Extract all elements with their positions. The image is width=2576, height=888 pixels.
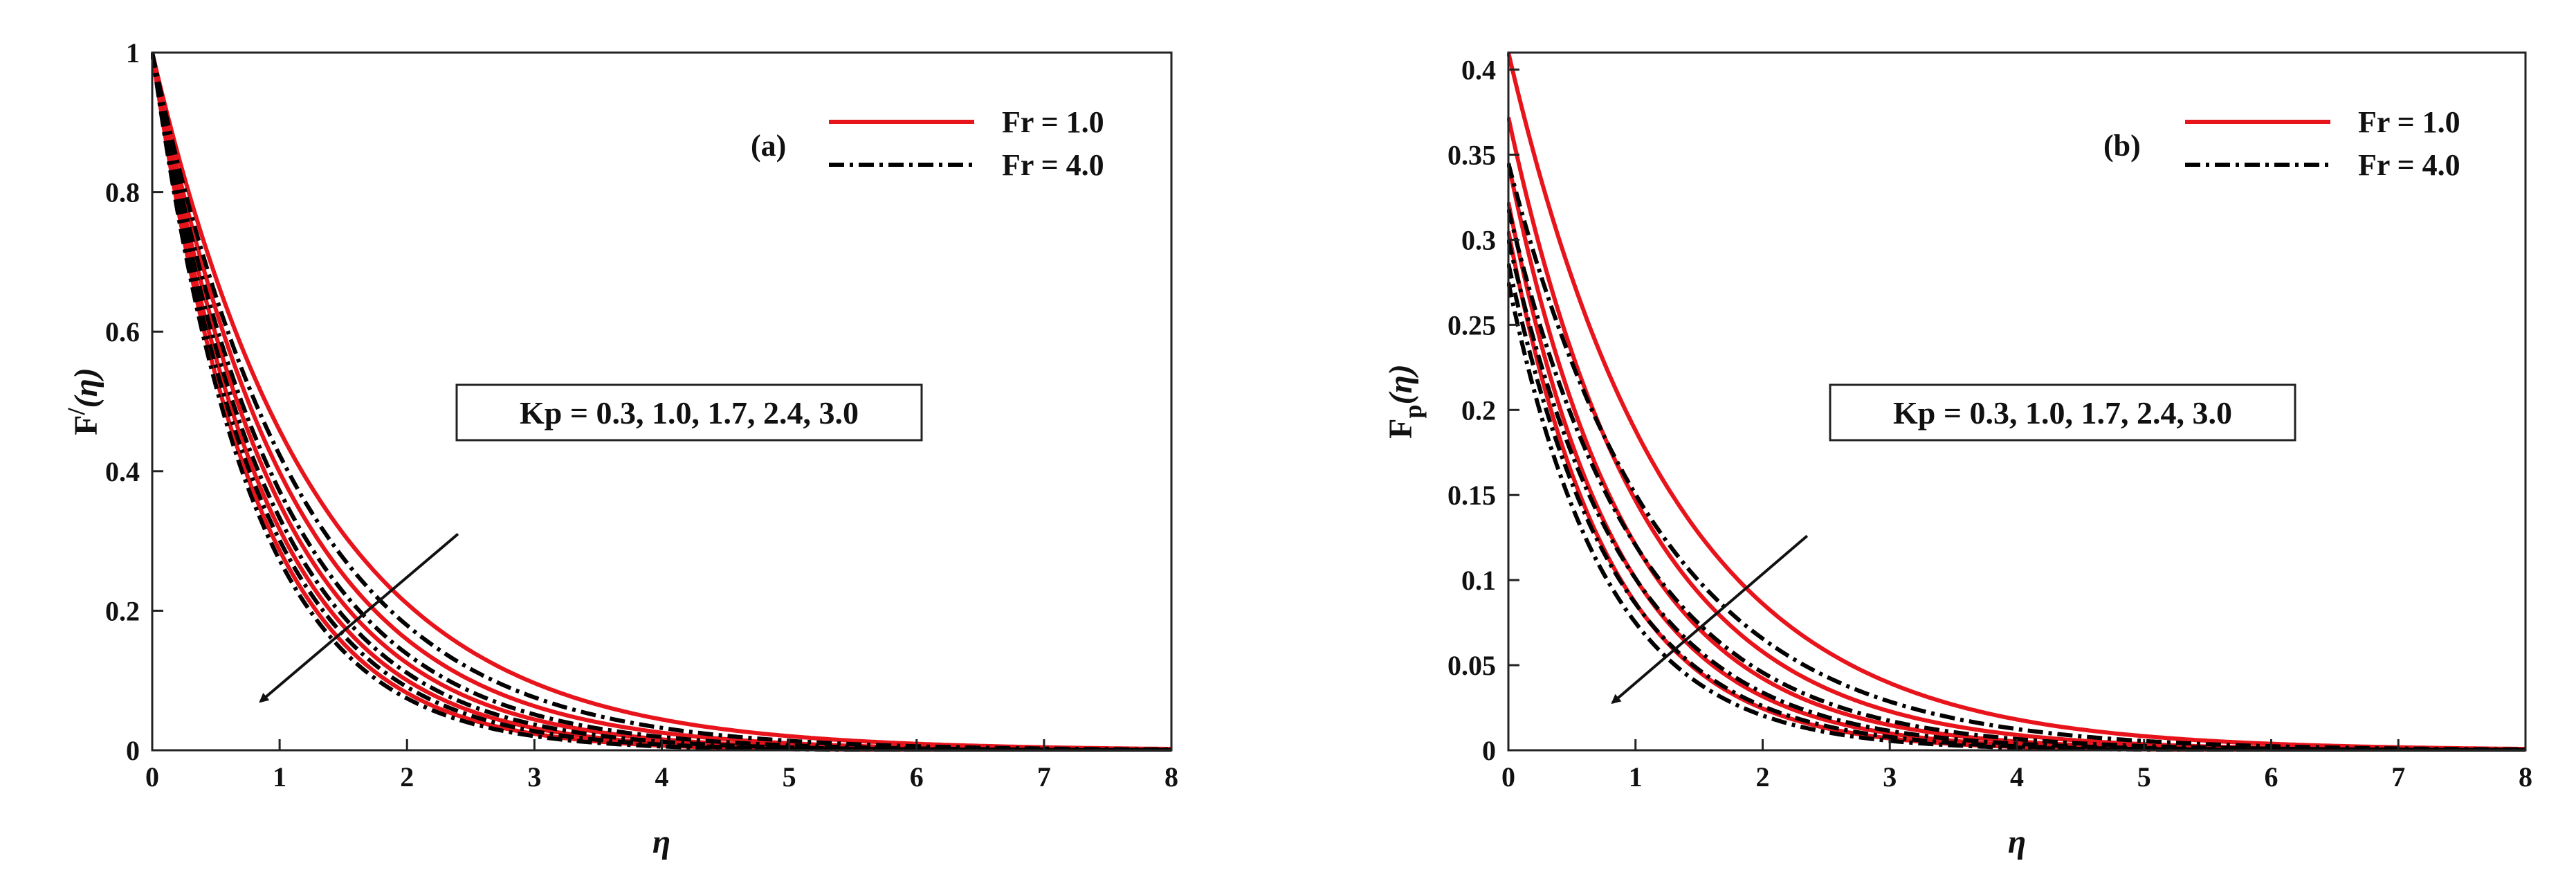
panel-a-x-tick-label: 0 [145, 761, 159, 792]
panel-a-x-tick-label: 4 [655, 761, 669, 792]
panel-b-annotation: Kp = 0.3, 1.0, 1.7, 2.4, 3.0 [1829, 383, 2296, 442]
panel-a-legend-label-fr1: Fr = 1.0 [1002, 105, 1104, 139]
panel-a-x-tick-label: 2 [400, 761, 414, 792]
panel-b-y-tick-label: 0.1 [1461, 565, 1496, 596]
panel-b-y-tick-label: 0.2 [1461, 395, 1496, 426]
panel-b-y-tick-label: 0.3 [1461, 224, 1496, 255]
panel-b-series-fr4-line-9 [1507, 282, 2525, 752]
panel-b-y-axis-label-arg: (η) [1382, 364, 1419, 404]
panel-b-legend-label-fr4: Fr = 4.0 [2358, 148, 2460, 182]
panel-b-annotation-text: Kp = 0.3, 1.0, 1.7, 2.4, 3.0 [1893, 395, 2232, 431]
panel-a-series-fr4-line-6 [151, 52, 1171, 752]
panel-a-y-tick-label: 0 [126, 735, 140, 766]
panel-a-y-tick-label: 1 [126, 37, 140, 69]
panel-a-y-axis-label: F/(η) [62, 368, 104, 435]
panel-a-x-ticks: 0 1 2 3 4 5 6 7 8 [145, 739, 1178, 792]
panel-a-x-axis-label: η [652, 824, 670, 860]
panel-b-y-axis-label-sub: p [1399, 404, 1427, 418]
panel-b-series-fr4-line-7 [1507, 239, 2525, 752]
panel-b-y-tick-label: 0 [1482, 735, 1496, 766]
panel-b-x-tick-label: 6 [2265, 761, 2278, 792]
panel-b-x-tick-label: 7 [2391, 761, 2405, 792]
panel-b-x-tick-label: 2 [1756, 761, 1770, 792]
panel-b-legend-label-fr1: Fr = 1.0 [2358, 105, 2460, 139]
panel-a-x-tick-label: 3 [527, 761, 541, 792]
panel-b-legend: Fr = 1.0 Fr = 4.0 [2185, 105, 2460, 182]
panel-a-y-axis-label-main: F [68, 415, 104, 435]
panel-b-series-fr4-line-8 [1507, 263, 2525, 752]
panel-b-x-tick-label: 1 [1629, 761, 1643, 792]
panel-b-series-fr1-line-4 [1507, 230, 2525, 752]
panel-b-x-tick-label: 0 [1501, 761, 1515, 792]
panel-a-y-tick-label: 0.2 [105, 595, 140, 626]
panel-a-annotation-text: Kp = 0.3, 1.0, 1.7, 2.4, 3.0 [520, 395, 859, 431]
panel-b-y-tick-label: 0.4 [1461, 55, 1496, 86]
panel-b-y-axis-label-main: F [1382, 419, 1419, 439]
panel-a: 0 1 2 3 4 5 6 7 8 0 0.2 0.4 0.6 0.8 1 F/(η) η (a) Fr … [62, 37, 1178, 860]
panel-a-x-tick-label: 8 [1164, 761, 1178, 792]
panel-b-y-ticks: 0 0.05 0.1 0.15 0.2 0.25 0.3 0.35 0.4 [1447, 55, 1519, 766]
panel-b-annotation-box [1829, 383, 2296, 442]
panel-a-y-ticks: 0 0.2 0.4 0.6 0.8 1 [105, 37, 163, 766]
panel-a-y-tick-label: 0.4 [105, 456, 140, 487]
panel-b-x-axis-label: η [2008, 824, 2026, 860]
panel-a-x-tick-label: 6 [910, 761, 924, 792]
panel-b-x-tick-label: 4 [2010, 761, 2024, 792]
panel-b-label: (b) [2103, 129, 2141, 163]
panel-a-y-tick-label: 0.6 [105, 316, 140, 347]
panel-a-y-tick-label: 0.8 [105, 177, 140, 208]
panel-a-annotation: Kp = 0.3, 1.0, 1.7, 2.4, 3.0 [455, 383, 923, 442]
panel-b-x-tick-label: 8 [2519, 761, 2532, 792]
panel-b-y-axis-label: Fp(η) [1382, 364, 1427, 439]
panel-b-x-ticks: 0 1 2 3 4 5 6 7 8 [1501, 739, 2532, 792]
panel-b-y-tick-label: 0.15 [1447, 480, 1496, 511]
panel-a-y-axis-label-prime: / [62, 408, 90, 416]
panel-b-y-tick-label: 0.25 [1447, 309, 1496, 341]
panel-a-legend: Fr = 1.0 Fr = 4.0 [829, 105, 1104, 182]
panel-b-arrow [1611, 534, 1809, 705]
panel-a-label: (a) [751, 129, 786, 163]
panel-b-series-fr4-line-6 [1507, 208, 2525, 752]
panel-b-y-tick-label: 0.35 [1447, 140, 1496, 171]
panel-a-x-tick-label: 1 [273, 761, 286, 792]
panel-b-y-tick-label: 0.05 [1447, 650, 1496, 681]
panel-b-x-tick-label: 5 [2137, 761, 2151, 792]
panel-a-legend-label-fr4: Fr = 4.0 [1002, 148, 1104, 182]
panel-b-x-tick-label: 3 [1883, 761, 1897, 792]
panel-a-x-tick-label: 7 [1037, 761, 1051, 792]
panel-a-arrow [259, 532, 459, 703]
panel-a-x-tick-label: 5 [783, 761, 796, 792]
panel-a-annotation-box [455, 383, 923, 442]
panel-a-y-axis-label-arg: (η) [68, 368, 104, 408]
